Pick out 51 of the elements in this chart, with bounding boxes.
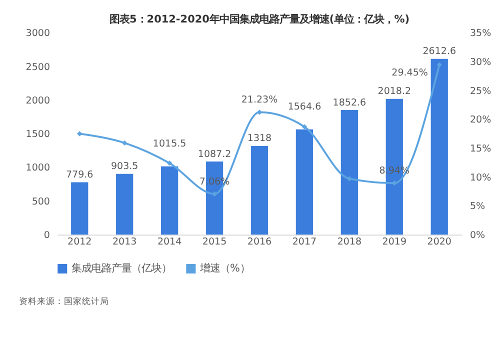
y-tick-label: 2000 [26, 95, 50, 106]
chart-title: 图表5：2012-2020年中国集成电路产量及增速(单位：亿块，%) [110, 13, 410, 26]
data-label: 1087.2 [198, 148, 232, 160]
bar [116, 174, 134, 235]
x-tick-label: 2020 [427, 236, 452, 248]
point [77, 131, 82, 136]
y2-tick-label: 5% [470, 201, 486, 212]
text: 资料来源：国家统计局 [19, 296, 110, 308]
data-label: 779.6 [66, 169, 94, 180]
bar [250, 146, 268, 235]
y-tick-label: 0 [44, 230, 50, 242]
data-label: 1318 [247, 133, 272, 144]
y-tick-label: 1500 [26, 129, 50, 140]
y2-tick-label: 30% [470, 56, 492, 68]
x-tick-label: 2014 [157, 236, 182, 248]
data-label: 2612.6 [422, 46, 456, 58]
y-tick-label: 2500 [26, 62, 50, 73]
y-tick-label: 500 [32, 196, 50, 208]
y-tick-label: 3000 [26, 28, 50, 40]
x-tick-label: 2012 [68, 236, 92, 248]
bar [340, 110, 358, 235]
bar [430, 58, 448, 235]
point [122, 140, 128, 146]
legend-label: 集成电路产量（亿块） [71, 262, 172, 275]
y-tick-label: 1000 [26, 162, 50, 174]
x-tick-label: 2013 [112, 236, 137, 248]
y2-tick-label: 35% [470, 28, 492, 40]
data-label: 21.23% [241, 94, 278, 106]
bar [71, 182, 88, 235]
y2-tick-label: 20% [470, 114, 492, 126]
y2-tick-label: 25% [470, 86, 492, 97]
data-label: 1015.5 [152, 138, 186, 150]
data-label: 2018.2 [378, 86, 412, 98]
point [166, 160, 172, 166]
x-tick-label: 2019 [382, 236, 407, 248]
data-label: 1852.6 [332, 97, 366, 108]
data-label: 903.5 [110, 161, 138, 172]
data-label: 1564.6 [288, 101, 322, 112]
x-tick-label: 2018 [337, 236, 362, 248]
legend-label: 增速（%） [198, 262, 250, 275]
y2-tick-label: 10% [470, 172, 492, 184]
x-tick-label: 2016 [247, 236, 272, 248]
bar [160, 166, 178, 235]
point [302, 124, 308, 130]
y2-tick-label: 15% [470, 143, 492, 154]
x-tick-label: 2015 [202, 236, 227, 248]
data-label: 29.45% [392, 67, 428, 78]
y2-tick-label: 0% [470, 230, 486, 242]
x-tick-label: 2017 [292, 236, 317, 248]
bar [296, 129, 314, 235]
point [436, 62, 442, 68]
